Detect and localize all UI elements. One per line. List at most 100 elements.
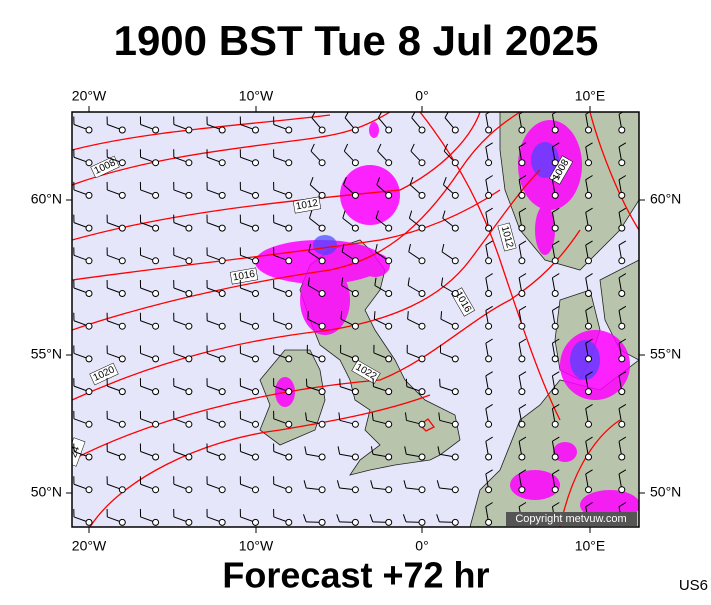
bottom-label: 20°W (72, 538, 107, 554)
barb-station (286, 389, 292, 395)
barb-station (586, 291, 592, 297)
barb-station (286, 258, 292, 264)
barb-station (552, 356, 558, 362)
barb-station (452, 454, 458, 460)
barb-station (519, 258, 525, 264)
barb-station (286, 454, 292, 460)
barb-station (486, 127, 492, 133)
barb-station (519, 454, 525, 460)
barb-station (119, 127, 125, 133)
barb-station (286, 356, 292, 362)
barb-station (586, 323, 592, 329)
barb-station (452, 421, 458, 427)
barb-station (519, 127, 525, 133)
barb-station (619, 225, 625, 231)
barb-station (319, 225, 325, 231)
barb-station (286, 225, 292, 231)
barb-station (286, 127, 292, 133)
barb-station (319, 454, 325, 460)
barb-station (486, 160, 492, 166)
barb-station (352, 291, 358, 297)
barb-station (386, 258, 392, 264)
barb-station (486, 323, 492, 329)
barb-station (452, 160, 458, 166)
top-label: 10°W (239, 88, 274, 104)
top-label: 10°E (575, 88, 606, 104)
barb-station (319, 389, 325, 395)
barb-station (119, 487, 125, 493)
barb-station (419, 127, 425, 133)
barb-station (452, 258, 458, 264)
barb-station (519, 323, 525, 329)
barb-station (286, 323, 292, 329)
barb-station (86, 389, 92, 395)
barb-station (352, 389, 358, 395)
barb-station (486, 225, 492, 231)
barb-station (253, 127, 259, 133)
barb-station (619, 160, 625, 166)
barb-station (253, 291, 259, 297)
barb-station (319, 127, 325, 133)
barb-station (319, 487, 325, 493)
barb-station (253, 487, 259, 493)
barb-station (86, 519, 92, 525)
barb-station (419, 192, 425, 198)
barb-station (352, 454, 358, 460)
barb-station (486, 291, 492, 297)
barb-station (153, 192, 159, 198)
barb-station (186, 225, 192, 231)
barb-station (619, 258, 625, 264)
barb-station (186, 421, 192, 427)
barb-station (153, 356, 159, 362)
bottom-label: 10°E (575, 538, 606, 554)
barb-station (319, 291, 325, 297)
barb-station (452, 389, 458, 395)
barb-station (519, 192, 525, 198)
barb-station (286, 421, 292, 427)
barb-station (552, 454, 558, 460)
barb-station (419, 258, 425, 264)
barb-station (253, 389, 259, 395)
barb-station (119, 421, 125, 427)
barb-station (319, 421, 325, 427)
barb-station (386, 160, 392, 166)
barb-station (219, 225, 225, 231)
barb-station (552, 127, 558, 133)
barb-station (386, 127, 392, 133)
barb-station (419, 225, 425, 231)
barb-station (386, 323, 392, 329)
barb-station (452, 356, 458, 362)
barb-station (219, 160, 225, 166)
barb-station (186, 389, 192, 395)
barb-station (186, 519, 192, 525)
barb-station (286, 487, 292, 493)
barb-station (319, 258, 325, 264)
barb-station (86, 356, 92, 362)
barb-station (452, 291, 458, 297)
barb-station (386, 421, 392, 427)
barb-station (186, 291, 192, 297)
left-label: 60°N (31, 191, 62, 207)
barb-station (419, 487, 425, 493)
barb-station (253, 356, 259, 362)
barb-station (219, 421, 225, 427)
barb-station (586, 225, 592, 231)
barb-station (186, 192, 192, 198)
barb-station (286, 192, 292, 198)
barb-station (619, 291, 625, 297)
barb-station (552, 323, 558, 329)
barb-station (352, 323, 358, 329)
barb-station (486, 454, 492, 460)
barb-station (619, 389, 625, 395)
barb-station (186, 356, 192, 362)
barb-station (253, 160, 259, 166)
barb-station (419, 454, 425, 460)
barb-station (153, 519, 159, 525)
barb-station (386, 291, 392, 297)
barb-station (86, 258, 92, 264)
barb-feather (341, 311, 342, 319)
barb-station (219, 127, 225, 133)
barb-station (253, 454, 259, 460)
barb-station (352, 519, 358, 525)
